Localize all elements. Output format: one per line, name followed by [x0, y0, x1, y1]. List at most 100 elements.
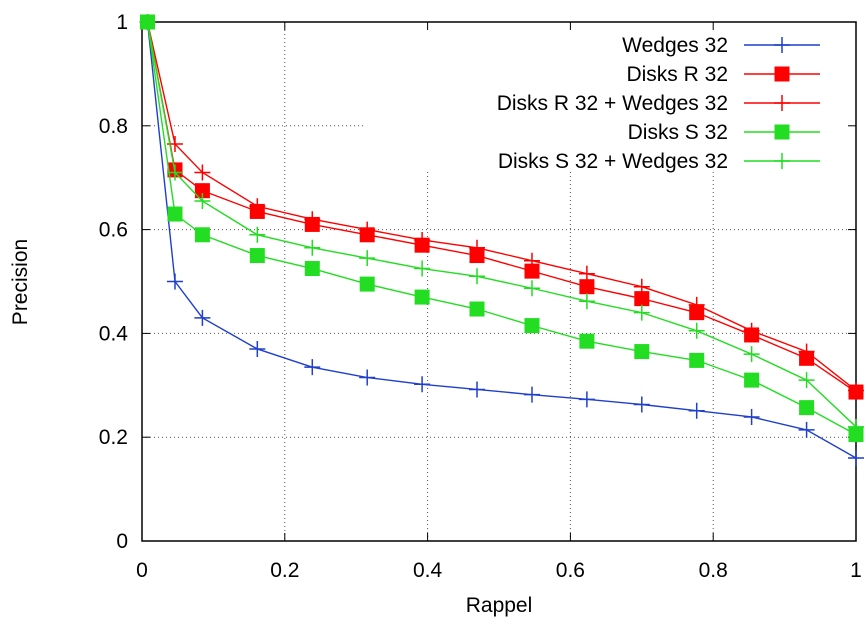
data-point	[166, 164, 183, 181]
data-point	[743, 322, 760, 339]
data-point	[848, 449, 864, 466]
legend-entry: Disks S 32 + Wedges 32	[498, 150, 820, 173]
data-point	[194, 309, 211, 326]
grid	[142, 22, 856, 541]
legend-label: Wedges 32	[622, 34, 728, 57]
x-tick-label: 0.6	[556, 559, 585, 582]
plot-frame	[141, 21, 857, 542]
data-point	[743, 408, 760, 425]
legend-entry: Wedges 32	[622, 34, 820, 57]
data-point	[848, 382, 864, 399]
data-point	[167, 206, 183, 222]
data-point	[688, 296, 705, 313]
x-tick-label: 0	[136, 559, 148, 582]
data-point	[304, 261, 320, 277]
data-point	[689, 352, 705, 368]
data-point	[798, 372, 815, 389]
y-tick-label: 1	[116, 11, 128, 34]
y-tick-label: 0.4	[99, 322, 129, 345]
data-point	[249, 198, 266, 215]
data-point	[798, 343, 815, 360]
y-axis: 0 0.2 0.4 0.6 0.8 1	[99, 11, 856, 553]
data-point	[166, 273, 183, 290]
data-point	[249, 248, 265, 264]
legend: Wedges 32 Disks R 32 Disks R 32 + Wedges 3…	[497, 34, 820, 173]
data-point	[634, 344, 650, 360]
data-point	[414, 231, 431, 248]
data-point	[304, 359, 321, 376]
legend-marker	[774, 37, 790, 53]
data-point	[414, 260, 431, 277]
data-point	[688, 402, 705, 419]
data-point	[249, 340, 266, 357]
series-1	[139, 14, 864, 466]
y-tick-label: 0.6	[99, 219, 128, 242]
data-point	[304, 211, 321, 228]
data-point	[414, 376, 431, 393]
x-tick-label: 0.8	[699, 559, 728, 582]
y-axis-title: Precision	[9, 239, 32, 325]
data-point	[524, 318, 540, 334]
data-point	[194, 164, 211, 181]
data-point	[848, 418, 864, 435]
data-point	[359, 221, 376, 238]
legend-label: Disks R 32 + Wedges 32	[497, 92, 728, 115]
data-point	[578, 391, 595, 408]
legend-marker	[774, 124, 790, 140]
y-tick-label: 0	[116, 530, 128, 553]
data-point	[633, 304, 650, 321]
data-point	[469, 268, 486, 285]
data-point	[743, 346, 760, 363]
series-line	[146, 21, 857, 428]
data-point	[634, 291, 650, 307]
data-point	[249, 226, 266, 243]
data-point	[799, 400, 815, 416]
data-point	[579, 333, 595, 349]
data-point	[469, 239, 486, 256]
data-point	[524, 263, 540, 279]
legend-marker	[774, 95, 790, 111]
data-point	[414, 289, 430, 305]
data-point	[359, 369, 376, 386]
series-3	[139, 14, 864, 399]
data-point	[523, 252, 540, 269]
series-line	[146, 21, 857, 459]
data-point	[523, 280, 540, 297]
data-point	[359, 276, 375, 292]
x-axis: 0 0.2 0.4 0.6 0.8 1	[136, 22, 862, 582]
data-point	[469, 301, 485, 317]
legend-label: Disks S 32	[628, 121, 728, 144]
data-point	[578, 293, 595, 310]
data-point	[139, 14, 156, 30]
data-point	[798, 421, 815, 438]
data-point	[688, 322, 705, 339]
data-point	[579, 279, 595, 295]
legend-entry: Disks S 32	[628, 121, 820, 144]
data-point	[633, 278, 650, 295]
legend-entry: Disks R 32	[626, 63, 820, 86]
data-point	[523, 386, 540, 403]
data-point	[359, 250, 376, 267]
x-tick-label: 0.4	[413, 559, 443, 582]
series-4	[139, 14, 864, 443]
data-point	[744, 372, 760, 388]
x-tick-label: 1	[850, 559, 862, 582]
y-tick-label: 0.8	[99, 115, 128, 138]
legend-label: Disks R 32	[626, 63, 728, 86]
data-point	[633, 396, 650, 413]
data-point	[194, 193, 211, 210]
data-point	[469, 381, 486, 398]
data-point	[304, 239, 321, 256]
series-5	[139, 14, 864, 435]
series-2	[139, 14, 864, 400]
legend-marker	[774, 66, 790, 82]
legend-label: Disks S 32 + Wedges 32	[498, 150, 728, 173]
legend-marker	[774, 153, 790, 169]
x-tick-label: 0.2	[270, 559, 299, 582]
legend-entry: Disks R 32 + Wedges 32	[497, 92, 820, 115]
series-group	[139, 14, 864, 466]
y-tick-label: 0.2	[99, 426, 128, 449]
x-axis-title: Rappel	[466, 594, 533, 617]
data-point	[194, 227, 210, 243]
